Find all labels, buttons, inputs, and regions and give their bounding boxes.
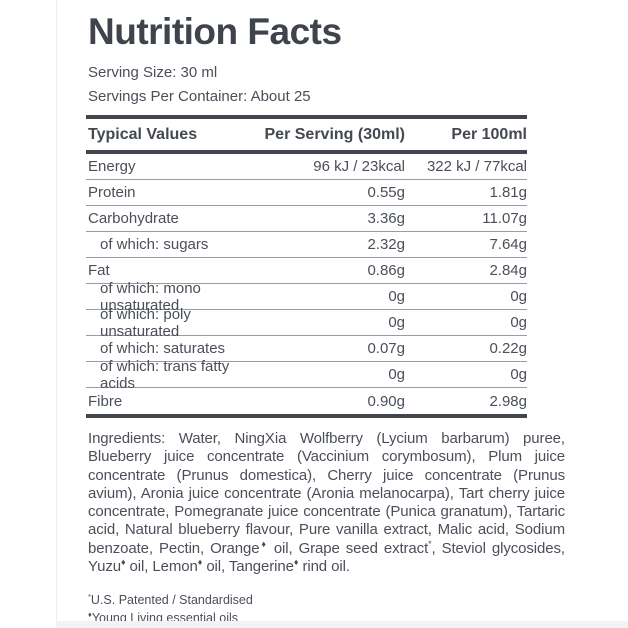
row-per-serving-value: 3.36g xyxy=(367,210,405,227)
table-header-row: Typical Values Per Serving (30ml) Per 10… xyxy=(86,119,527,150)
row-per-serving-value: 96 kJ / 23kcal xyxy=(313,158,405,175)
ingredients-text: Ingredients: Water, NingXia Wolfberry (L… xyxy=(88,430,565,576)
row-label: of which: sugars xyxy=(100,236,209,253)
row-label: Energy xyxy=(88,158,136,175)
row-per-100ml-value: 0g xyxy=(510,366,527,383)
servings-per-container-text: Servings Per Container: About 25 xyxy=(88,88,311,105)
table-row-sugars: of which: sugars 2.32g 7.64g xyxy=(86,232,527,258)
row-label: of which: trans fatty acids xyxy=(100,357,230,392)
table-bottom-rule xyxy=(86,414,527,418)
row-per-serving-value: 0g xyxy=(388,314,405,331)
row-per-100ml-value: 0g xyxy=(510,314,527,331)
row-label: of which: mono unsaturated xyxy=(100,279,201,314)
page-edge-line xyxy=(56,0,57,628)
row-per-serving-value: 0.90g xyxy=(367,392,405,410)
table-row-fibre: Fibre 0.90g 2.98g xyxy=(86,388,527,414)
page-bottom-strip xyxy=(56,621,628,628)
nutrition-table: Typical Values Per Serving (30ml) Per 10… xyxy=(86,115,527,418)
row-per-100ml-value: 322 kJ / 77kcal xyxy=(426,158,527,175)
footnote-patented: *U.S. Patented / Standardised xyxy=(88,592,253,608)
table-row-trans-fatty-acids: of which: trans fatty acids 0g 0g xyxy=(86,358,527,392)
nutrition-label: Nutrition Facts Serving Size: 30 ml Serv… xyxy=(86,12,565,627)
table-row-energy: Energy 96 kJ / 23kcal 322 kJ / 77kcal xyxy=(86,154,527,180)
table-top-rule xyxy=(86,115,527,119)
row-per-100ml-value: 0.22g xyxy=(489,340,527,357)
table-row-fat: Fat 0.86g 2.84g xyxy=(86,258,527,284)
table-row-mono-unsaturated: of which: mono unsaturated 0g 0g xyxy=(86,280,527,314)
row-label: of which: saturates xyxy=(100,340,226,357)
row-per-serving-value: 0.07g xyxy=(367,340,405,357)
table-row-saturates: of which: saturates 0.07g 0.22g xyxy=(86,336,527,362)
header-per-100ml: Per 100ml xyxy=(451,125,527,143)
row-per-100ml-value: 1.81g xyxy=(489,184,527,201)
header-per-serving: Per Serving (30ml) xyxy=(264,125,406,143)
row-per-serving-value: 0.86g xyxy=(367,262,405,279)
table-row-poly-unsaturated: of which: poly unsaturated 0g 0g xyxy=(86,306,527,340)
row-per-serving-value: 2.32g xyxy=(367,236,405,253)
row-label: Fat xyxy=(88,262,110,279)
header-typical-values: Typical Values xyxy=(88,125,198,143)
row-label: Protein xyxy=(88,184,136,201)
row-label: of which: poly unsaturated xyxy=(100,305,191,340)
row-per-100ml-value: 0g xyxy=(510,288,527,305)
table-header-rule xyxy=(86,150,527,154)
row-per-serving-value: 0g xyxy=(388,366,405,383)
table-row-protein: Protein 0.55g 1.81g xyxy=(86,180,527,206)
page-title: Nutrition Facts xyxy=(88,11,342,52)
table-row-carbohydrate: Carbohydrate 3.36g 11.07g xyxy=(86,206,527,232)
row-per-100ml-value: 11.07g xyxy=(482,210,527,227)
row-per-100ml-value: 7.64g xyxy=(489,236,527,253)
row-label: Carbohydrate xyxy=(88,210,179,227)
row-label: Fibre xyxy=(88,392,123,410)
row-per-serving-value: 0g xyxy=(388,288,405,305)
row-per-100ml-value: 2.98g xyxy=(489,392,527,410)
row-per-serving-value: 0.55g xyxy=(367,184,405,201)
serving-size-text: Serving Size: 30 ml xyxy=(88,64,218,81)
row-per-100ml-value: 2.84g xyxy=(489,262,527,279)
